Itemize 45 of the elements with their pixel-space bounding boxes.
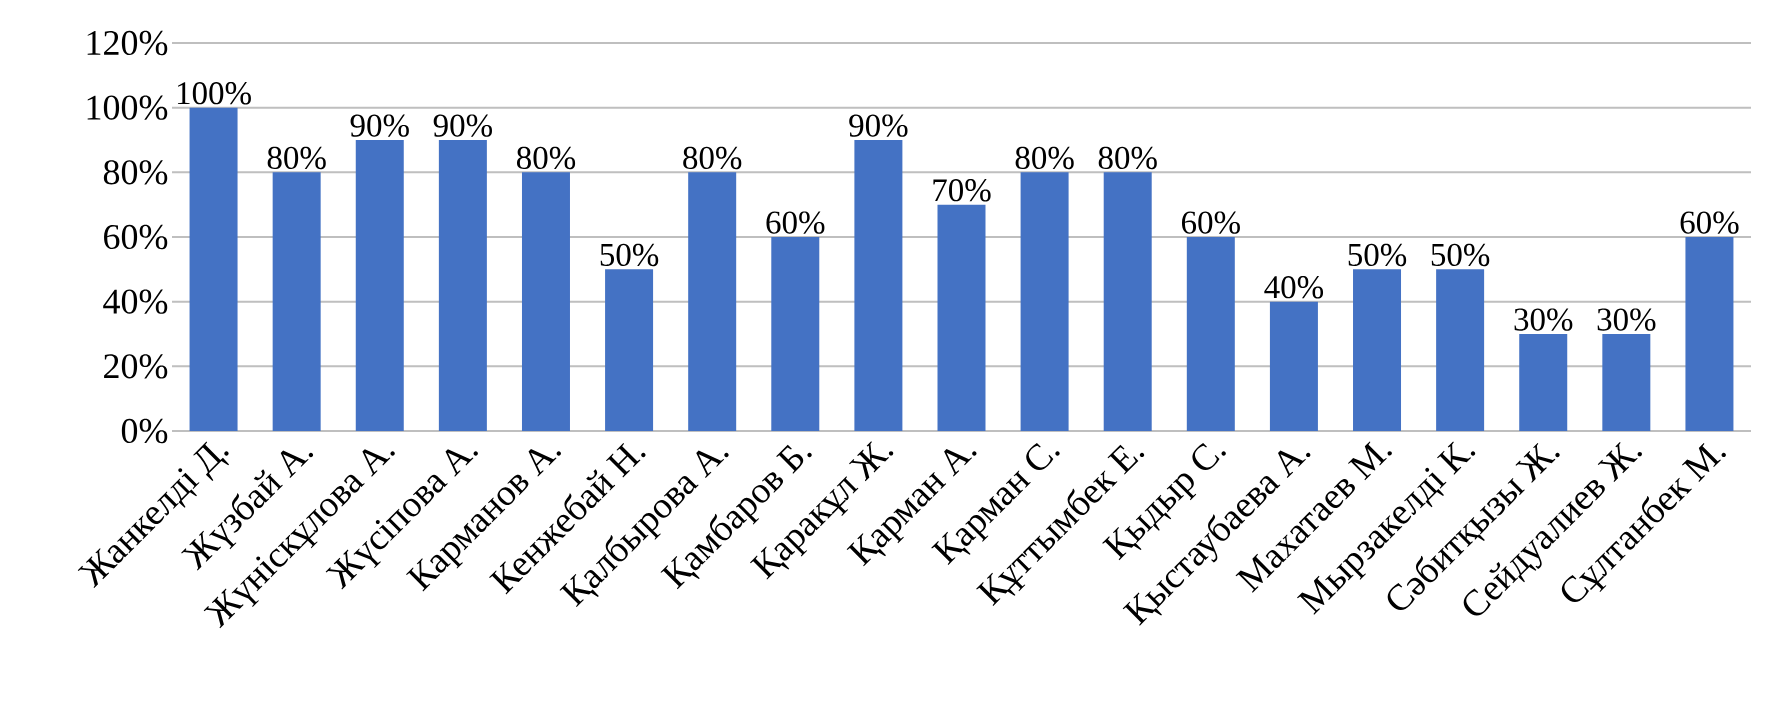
bar (521, 172, 570, 431)
bar (854, 140, 903, 431)
y-tick-label: 80% (103, 160, 168, 185)
data-label: 90% (849, 114, 908, 137)
bar (355, 140, 404, 431)
bar (1436, 269, 1485, 431)
data-label: 60% (1181, 211, 1240, 234)
y-tick-label: 20% (104, 354, 168, 379)
y-tick-label: 60% (104, 224, 168, 250)
y-tick-label: 100% (87, 95, 168, 120)
bar (1103, 172, 1152, 431)
bar (1353, 269, 1402, 431)
y-tick-label: 0% (121, 418, 168, 444)
bar (272, 172, 321, 431)
bar (1020, 172, 1069, 431)
bar (189, 107, 238, 431)
data-label: 100% (177, 82, 251, 105)
data-label: 80% (1098, 146, 1157, 170)
bar (1519, 334, 1568, 431)
data-label: 90% (433, 114, 492, 137)
data-label: 60% (766, 211, 825, 234)
data-label: 60% (1680, 211, 1739, 234)
data-label: 90% (350, 114, 409, 137)
data-label: 30% (1597, 308, 1656, 331)
bar (605, 269, 654, 431)
data-label: 80% (683, 146, 742, 170)
data-label: 80% (516, 146, 576, 170)
bar (1685, 237, 1734, 431)
bar (1602, 334, 1651, 431)
data-label: 80% (1015, 146, 1074, 170)
data-label: 70% (933, 179, 991, 202)
bar (1269, 301, 1318, 431)
bar (1186, 237, 1235, 431)
data-label: 30% (1514, 308, 1573, 331)
data-label: 50% (1348, 243, 1407, 267)
data-label: 50% (1431, 243, 1490, 267)
data-label: 40% (1264, 276, 1324, 299)
y-tick-label: 120% (87, 30, 168, 56)
data-label: 50% (600, 243, 659, 267)
bar (438, 140, 487, 431)
bar (937, 204, 986, 431)
bar (688, 172, 737, 431)
y-tick-label: 40% (103, 289, 168, 314)
data-label: 80% (267, 146, 326, 170)
bar (771, 237, 820, 431)
